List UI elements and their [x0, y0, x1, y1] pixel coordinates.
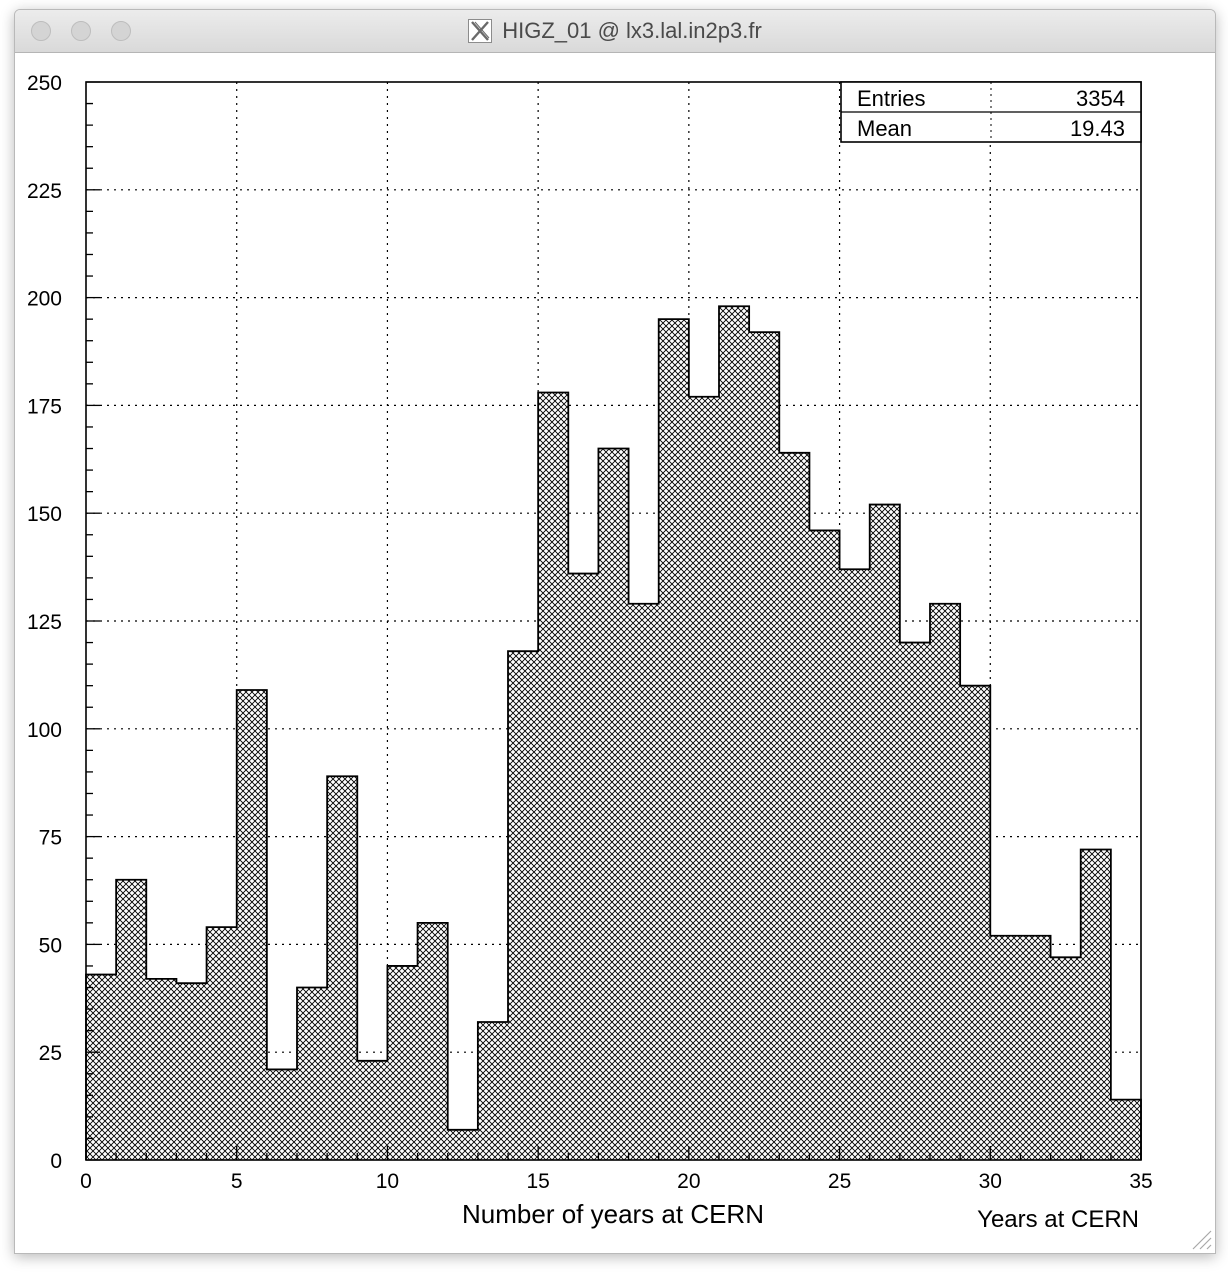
histogram-bar	[236, 689, 267, 1160]
stats-mean-label: Mean	[857, 116, 912, 141]
histogram-bar	[538, 392, 569, 1160]
histogram-bar	[1050, 957, 1081, 1160]
histogram-plot: 0 5 10 15 20 25 30 35 0 25 50 75 100 125 150 175 200 225 2…	[27, 72, 1153, 1233]
tick-labels: 0 5 10 15 20 25 30 35 0 25 50 75 100 125 150 175 200 225 2…	[27, 72, 1153, 1193]
histogram-bar	[688, 396, 719, 1160]
x-tick-label: 10	[376, 1170, 399, 1193]
zoom-window-button[interactable]	[111, 21, 131, 41]
histogram-bar	[387, 965, 418, 1160]
higz-window: HIGZ_01 @ lx3.lal.in2p3.fr 0 5 10 15 20 25 30 3…	[14, 9, 1216, 1254]
histogram-bar	[477, 1022, 508, 1160]
histogram-bar	[930, 603, 961, 1160]
resize-grip-icon[interactable]	[1187, 1225, 1213, 1251]
histogram-bar	[719, 306, 750, 1160]
histogram-bar	[749, 332, 780, 1160]
stats-mean-value: 19.43	[1070, 116, 1125, 141]
x-tick-label: 15	[526, 1170, 549, 1193]
y-tick-label: 175	[27, 395, 62, 418]
histogram-bar	[116, 879, 147, 1160]
y-tick-label: 100	[27, 719, 62, 742]
histogram-bar	[206, 927, 237, 1160]
x-axis-title: Number of years at CERN	[462, 1199, 764, 1229]
x-tick-label: 25	[828, 1170, 851, 1193]
stats-entries-value: 3354	[1076, 86, 1125, 111]
y-tick-label: 25	[39, 1042, 62, 1065]
histogram-bars	[85, 305, 1142, 1160]
y-tick-label: 225	[27, 180, 62, 203]
x-tick-label: 0	[80, 1170, 92, 1193]
histogram-bar	[628, 603, 659, 1160]
x-tick-label: 20	[677, 1170, 700, 1193]
y-tick-label: 0	[50, 1150, 62, 1173]
histogram-bar	[327, 776, 358, 1160]
minimize-window-button[interactable]	[71, 21, 91, 41]
y-tick-label: 250	[27, 72, 62, 95]
histogram-bar	[899, 642, 930, 1160]
histogram-bar	[146, 978, 177, 1160]
y-tick-label: 75	[39, 827, 62, 850]
y-tick-label: 150	[27, 503, 62, 526]
histogram-bar	[990, 935, 1021, 1160]
histogram-bar	[357, 1060, 388, 1160]
histogram-bar	[1020, 935, 1051, 1160]
window-title: HIGZ_01 @ lx3.lal.in2p3.fr	[502, 18, 762, 43]
histogram-bar	[297, 987, 328, 1160]
title-bar[interactable]: HIGZ_01 @ lx3.lal.in2p3.fr	[15, 10, 1215, 53]
x11-icon	[468, 19, 493, 43]
histogram-bar	[598, 448, 629, 1160]
histogram-bar	[266, 1069, 297, 1160]
y-tick-label: 125	[27, 611, 62, 634]
y-tick-label: 50	[39, 934, 62, 957]
histogram-bar	[1080, 849, 1111, 1160]
histogram-bar	[417, 922, 448, 1160]
histogram-bar	[447, 1129, 478, 1160]
histogram-caption: Years at CERN	[977, 1206, 1139, 1233]
histogram-outline	[85, 305, 1142, 1160]
y-tick-label: 200	[27, 288, 62, 311]
axis-ticks	[85, 81, 1142, 1161]
histogram-bar	[839, 569, 870, 1160]
x-tick-label: 35	[1129, 1170, 1152, 1193]
histogram-bar	[779, 452, 810, 1160]
close-window-button[interactable]	[31, 21, 51, 41]
x-tick-label: 30	[979, 1170, 1002, 1193]
histogram-bar	[508, 651, 539, 1160]
histogram-bar	[86, 974, 117, 1160]
histogram-bar	[176, 983, 207, 1160]
histogram-bar	[1110, 1099, 1141, 1160]
histogram-bar	[809, 530, 840, 1160]
histogram-bar	[869, 504, 900, 1160]
x-tick-label: 5	[231, 1170, 243, 1193]
histogram-bar	[658, 319, 689, 1160]
histogram-bar	[568, 573, 599, 1160]
stats-box: Entries 3354 Mean 19.43	[840, 81, 1142, 143]
stats-entries-label: Entries	[857, 86, 925, 111]
histogram-bar	[960, 685, 991, 1160]
